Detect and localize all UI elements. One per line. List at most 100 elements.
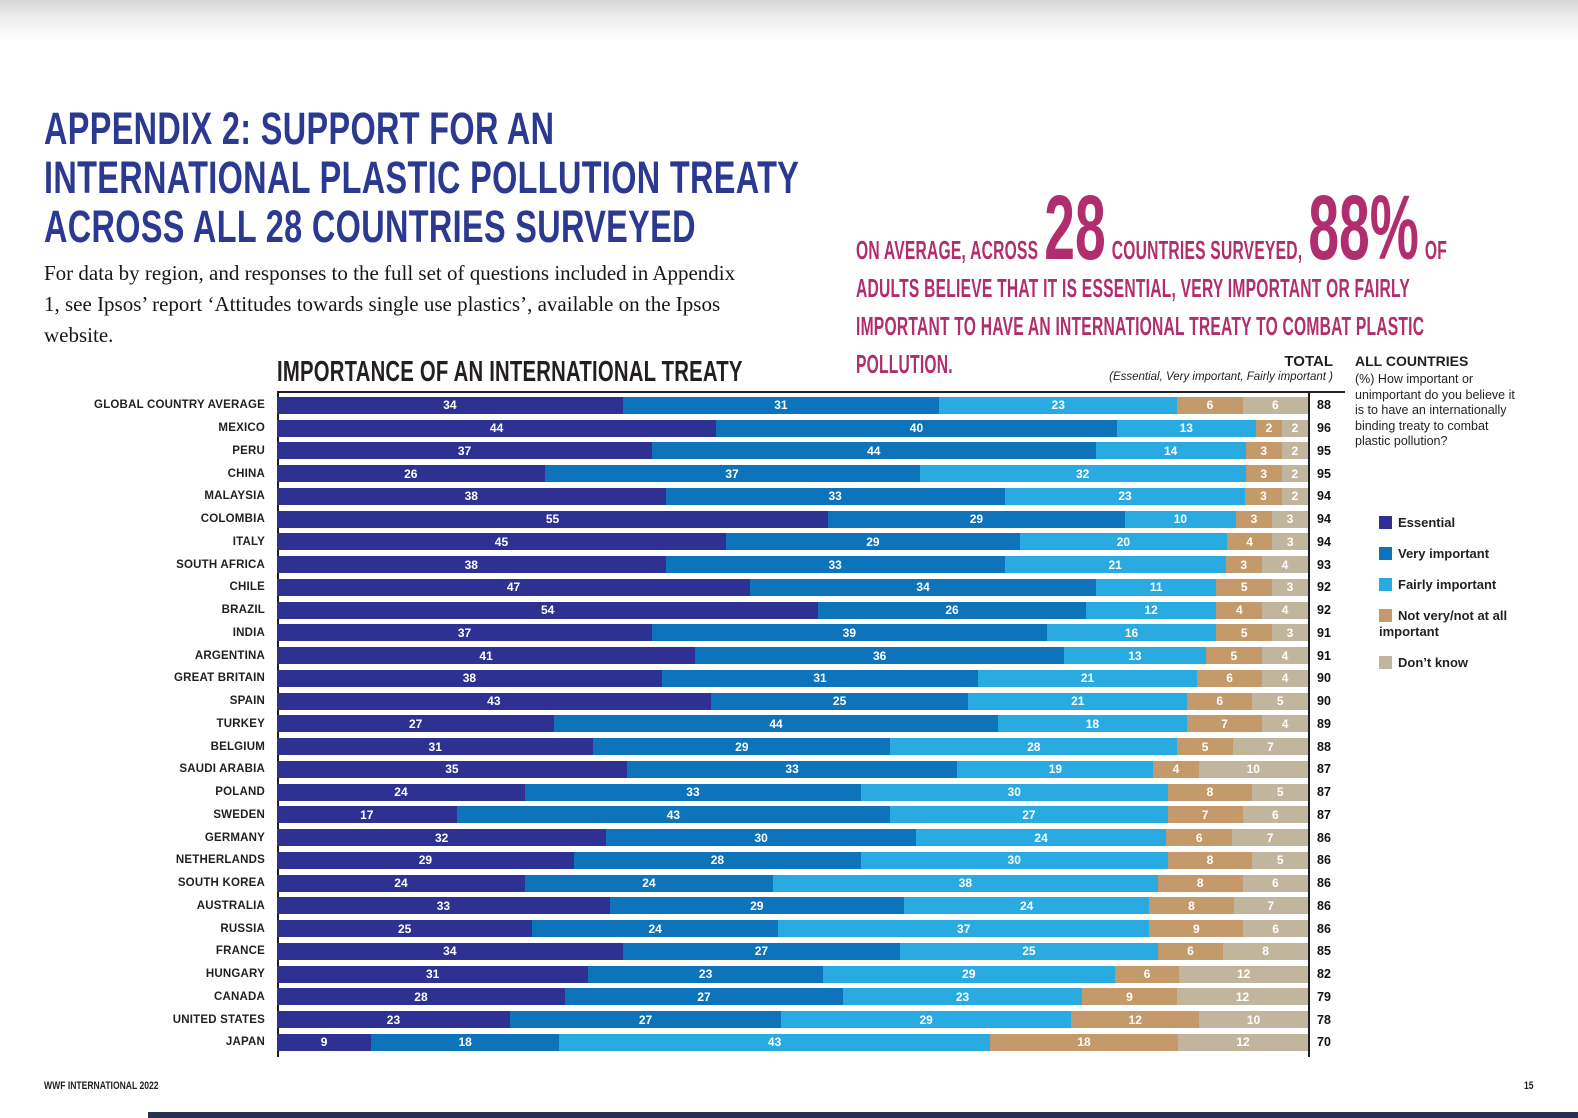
bar-segment-very-important: 29: [828, 510, 1125, 528]
stacked-bar: 24 33 30 8 5: [277, 783, 1308, 801]
bar-value: 55: [545, 512, 560, 527]
bar-segment-essential: 31: [277, 738, 594, 756]
bar-value: 8: [1206, 785, 1214, 800]
bar-value: 2: [1291, 421, 1299, 436]
bar-value: 5: [1276, 853, 1284, 868]
bar-segment-essential: 38: [277, 556, 666, 574]
bar-segment-very-important: 28: [573, 851, 861, 869]
bar-segment-essential: 38: [277, 487, 666, 505]
total-value: 96: [1317, 421, 1331, 436]
bar-value: 37: [457, 443, 472, 458]
chart-row: MALAYSIA 38 33 23 3 2 94: [44, 485, 1424, 508]
bar-segment-fairly-important: 21: [978, 669, 1197, 687]
stacked-bar: 37 44 14 3 2: [277, 442, 1308, 460]
bar-segment-very-important: 31: [622, 396, 940, 414]
stacked-bar: 54 26 12 4 4: [277, 601, 1309, 619]
bar-value: 4: [1281, 671, 1289, 686]
bar-value: 39: [842, 625, 857, 640]
bar-segment-very-important: 33: [665, 556, 1005, 574]
total-value: 95: [1317, 466, 1331, 481]
stacked-bar: 41 36 13 5 4: [277, 647, 1308, 665]
bar-value: 23: [955, 989, 970, 1004]
bar-segment-not-very-not-at-all-important: 8: [1149, 897, 1234, 915]
bar-segment-don-t-know: 3: [1271, 510, 1308, 528]
bar-segment-not-very-not-at-all-important: 5: [1216, 578, 1272, 596]
bottom-page-edge: [148, 1112, 1578, 1118]
country-label: RUSSIA: [220, 922, 265, 935]
bar-segment-very-important: 34: [750, 578, 1097, 596]
country-label: BRAZIL: [221, 604, 265, 617]
legend-label: Don’t know: [1398, 655, 1469, 670]
bar-value: 4: [1281, 648, 1289, 663]
bar-segment-very-important: 44: [554, 715, 998, 733]
bar-segment-don-t-know: 12: [1176, 988, 1309, 1006]
bar-segment-fairly-important: 30: [860, 851, 1168, 869]
bar-value: 27: [754, 944, 769, 959]
bar-segment-fairly-important: 32: [919, 465, 1246, 483]
bar-value: 23: [698, 967, 713, 982]
bar-value: 14: [1163, 443, 1178, 458]
country-label: MALAYSIA: [204, 490, 265, 503]
legend-item-very-important: Very important: [1379, 546, 1521, 562]
bar-segment-fairly-important: 29: [781, 1011, 1072, 1029]
chart-row: GERMANY 32 30 24 6 7 86: [44, 826, 1424, 849]
bar-segment-essential: 28: [277, 988, 565, 1006]
bar-segment-very-important: 27: [564, 988, 844, 1006]
bar-value: 32: [1075, 466, 1090, 481]
bar-segment-not-very-not-at-all-important: 6: [1157, 942, 1224, 960]
stacked-bar: 45 29 20 4 3: [277, 533, 1309, 551]
total-value: 86: [1317, 898, 1331, 913]
country-label: SOUTH AFRICA: [176, 558, 265, 571]
bar-segment-don-t-know: 12: [1178, 1033, 1308, 1051]
bar-value: 9: [320, 1035, 328, 1050]
bar-segment-essential: 37: [277, 624, 653, 642]
chart-row: ITALY 45 29 20 4 3 94: [44, 531, 1424, 554]
stacked-bar: 43 25 21 6 5: [277, 692, 1308, 710]
bar-value: 4: [1172, 762, 1180, 777]
stacked-bar: 9 18 43 18 12: [277, 1033, 1308, 1051]
bar-segment-essential: 35: [277, 760, 627, 778]
country-label: ITALY: [232, 535, 265, 548]
bar-value: 3: [1260, 466, 1268, 481]
page-title-line-1: APPENDIX 2: SUPPORT FOR AN: [44, 103, 555, 154]
bar-value: 4: [1235, 603, 1243, 618]
country-label: MEXICO: [218, 422, 265, 435]
bar-value: 13: [1128, 648, 1142, 663]
page-title-line-2: INTERNATIONAL PLASTIC POLLUTION TREATY: [44, 152, 800, 203]
top-shadow: [0, 0, 1578, 42]
bar-value: 3: [1260, 443, 1268, 458]
bar-segment-don-t-know: 5: [1252, 692, 1308, 710]
total-value: 82: [1317, 967, 1331, 982]
bar-segment-very-important: 31: [661, 669, 979, 687]
legend-label: Very important: [1398, 546, 1490, 561]
chart-row: CANADA 28 27 23 9 12 79: [44, 986, 1424, 1009]
bar-value: 21: [1108, 557, 1122, 572]
bar-value: 6: [1187, 944, 1194, 959]
bar-value: 24: [648, 921, 662, 936]
bar-value: 34: [443, 398, 457, 413]
stat-callout: ON AVERAGE, ACROSS28 COUNTRIES SURVEYED,8…: [856, 182, 1462, 383]
bar-value: 12: [1236, 1035, 1250, 1050]
chart-row: BRAZIL 54 26 12 4 4 92: [44, 599, 1424, 622]
bar-value: 33: [785, 762, 799, 777]
bar-segment-fairly-important: 37: [777, 920, 1150, 938]
bar-segment-fairly-important: 18: [997, 715, 1188, 733]
bar-value: 33: [436, 898, 451, 913]
total-column-header: TOTAL: [1284, 353, 1333, 370]
bar-value: 34: [443, 944, 457, 959]
bar-segment-don-t-know: 3: [1271, 624, 1308, 642]
bar-segment-very-important: 25: [710, 692, 969, 710]
country-label: TURKEY: [216, 717, 265, 730]
bar-value: 38: [462, 671, 477, 686]
bar-segment-essential: 24: [277, 783, 525, 801]
bar-segment-not-very-not-at-all-important: 5: [1205, 647, 1262, 665]
bar-segment-don-t-know: 7: [1232, 829, 1308, 847]
stacked-bar: 34 31 23 6 6: [277, 396, 1308, 414]
bar-value: 24: [1034, 830, 1048, 845]
stacked-bar: 47 34 11 5 3: [277, 578, 1308, 596]
bar-segment-not-very-not-at-all-important: 5: [1216, 624, 1272, 642]
chart-top-border: [277, 391, 1345, 393]
bar-value: 10: [1173, 512, 1188, 527]
bar-value: 28: [1027, 739, 1041, 754]
